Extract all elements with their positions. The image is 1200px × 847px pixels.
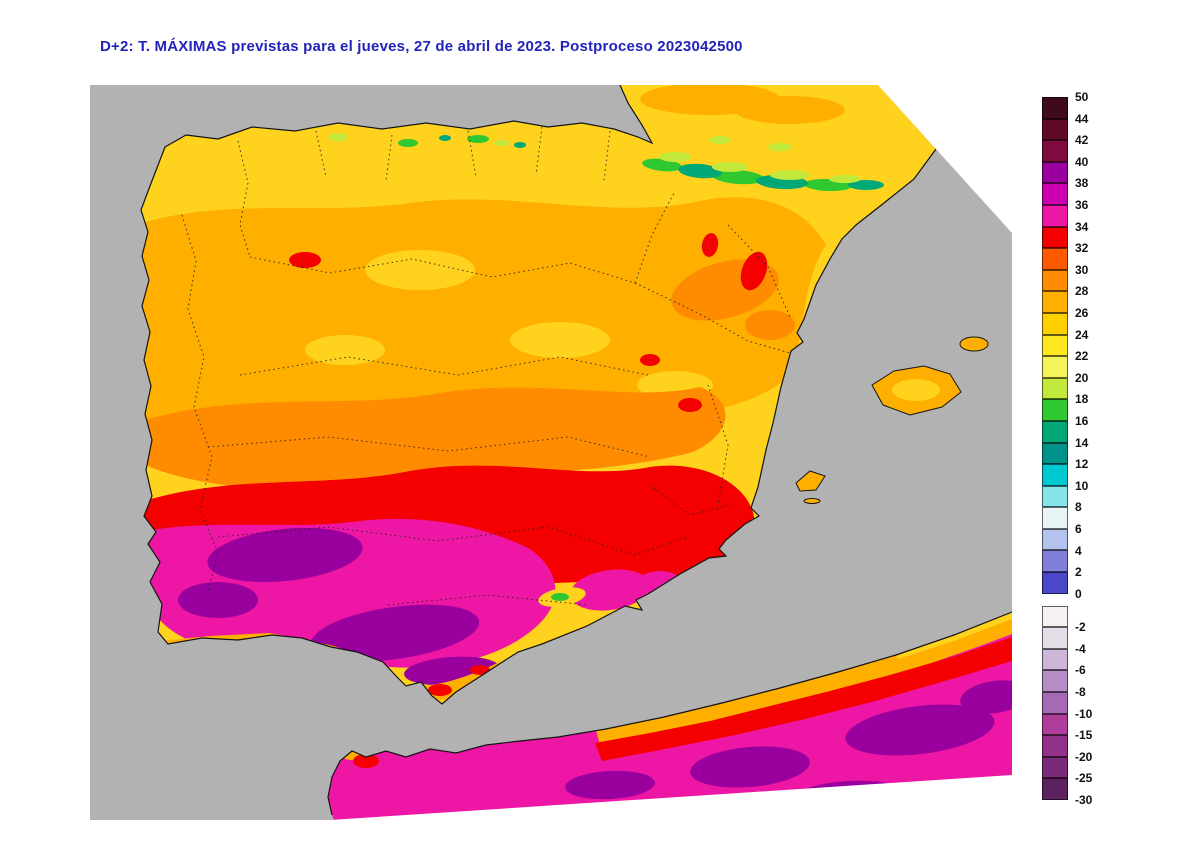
balearic-islands [795, 336, 989, 504]
legend-segment [1042, 399, 1068, 421]
legend-tick-label: 4 [1075, 543, 1082, 558]
legend-segment [1042, 204, 1068, 227]
legend-tick-label: -25 [1075, 771, 1093, 786]
legend-segment [1042, 161, 1068, 184]
legend-tick-label: 14 [1075, 435, 1089, 450]
menorca-island [959, 336, 989, 352]
legend-tick-label: 10 [1075, 478, 1089, 493]
legend-segment [1042, 248, 1068, 270]
legend-tick-label: 36 [1075, 198, 1089, 212]
legend-segment [1042, 226, 1068, 249]
ibiza-island [795, 470, 826, 492]
legend-segment [1042, 778, 1068, 800]
legend-segment [1042, 713, 1068, 736]
iberia-coastline [140, 84, 937, 705]
legend-segment [1042, 572, 1068, 594]
legend-tick-label: 2 [1075, 565, 1082, 580]
legend-tick-label: -4 [1075, 641, 1086, 656]
legend-segment [1042, 312, 1068, 335]
legend-tick-label: 28 [1075, 284, 1089, 299]
zone-gibraltar-red [428, 665, 490, 696]
legend-tick-label: 30 [1075, 262, 1089, 277]
zone-pale-green [328, 133, 861, 183]
temperature-map [90, 84, 1013, 820]
nodata-wedge-topright [878, 85, 1012, 233]
legend-tick-label: 16 [1075, 414, 1089, 428]
legend-segment [1042, 97, 1068, 119]
legend-tick-label: 32 [1075, 241, 1089, 256]
legend-segment [1042, 118, 1068, 141]
legend-segment [1042, 356, 1068, 378]
legend-tick-label: -8 [1075, 685, 1086, 700]
legend-segment [1042, 464, 1068, 486]
legend-segment [1042, 735, 1068, 757]
legend-segment [1042, 442, 1068, 465]
legend-tick-label: 12 [1075, 457, 1089, 472]
legend-segment [1042, 140, 1068, 162]
africa-red-band [353, 637, 1012, 768]
legend-segment [1042, 528, 1068, 551]
temperature-map-container [90, 84, 1013, 820]
africa-coastline [327, 611, 1013, 816]
legend-tick-label: -2 [1075, 620, 1086, 635]
legend-segment [1042, 291, 1068, 313]
legend-tick-label: 26 [1075, 306, 1089, 320]
legend-tick-label: 20 [1075, 370, 1089, 385]
legend-tick-label: 22 [1075, 349, 1089, 364]
map-title: D+2: T. MÁXIMAS previstas para el jueves… [100, 38, 743, 55]
legend-segment [1042, 269, 1068, 292]
legend-tick-label: 24 [1075, 327, 1089, 342]
province-borders [181, 126, 791, 606]
legend-tick-label: -15 [1075, 728, 1093, 743]
nodata-wedge-bottom [330, 775, 1012, 820]
legend-tick-label: 42 [1075, 133, 1089, 148]
legend-tick-label: 6 [1075, 522, 1082, 536]
legend-segment [1042, 420, 1068, 443]
legend-tick-label: 44 [1075, 111, 1089, 126]
formentera-island [803, 498, 821, 504]
zone-purple-cores [178, 527, 500, 686]
legend-segment [1042, 670, 1068, 693]
legend-segment [1042, 485, 1068, 508]
legend-positive-scale: 50 44 42 40 38 36 34 32 30 28 26 24 22 20 18 16 14 12 10 8 6… [1042, 91, 1088, 600]
legend-segment [1042, 648, 1068, 671]
zone-orange [141, 259, 795, 491]
legend-segment [1042, 692, 1068, 714]
legend-tick-label: 40 [1075, 154, 1089, 169]
legend-segment [1042, 550, 1068, 573]
legend-segment [1042, 183, 1068, 205]
legend-segment [1042, 334, 1068, 357]
legend-tick-label: 0 [1075, 586, 1082, 601]
legend-segment [1042, 605, 1068, 628]
legend-tick-label: -10 [1075, 706, 1093, 721]
legend-tick-label: 34 [1075, 219, 1089, 234]
legend-segment [1042, 507, 1068, 529]
legend-negative-scale: -2 -4 -6 -8 -10 -15 -20 -25 -30 [1042, 605, 1092, 806]
legend-tick-label: 50 [1075, 90, 1089, 104]
legend-tick-label: -30 [1075, 793, 1093, 808]
legend-tick-label: -20 [1075, 749, 1093, 764]
legend-tick-label: 18 [1075, 392, 1089, 407]
legend-segment [1042, 627, 1068, 649]
legend-tick-label: 8 [1075, 500, 1082, 515]
color-scale-legend: 50 44 42 40 38 36 34 32 30 28 26 24 22 20 18 16 14 12 10 8 6… [1042, 91, 1092, 806]
legend-tick-label: -6 [1075, 663, 1086, 678]
legend-segment [1042, 377, 1068, 400]
legend-tick-label: 38 [1075, 176, 1089, 191]
legend-segment [1042, 756, 1068, 779]
